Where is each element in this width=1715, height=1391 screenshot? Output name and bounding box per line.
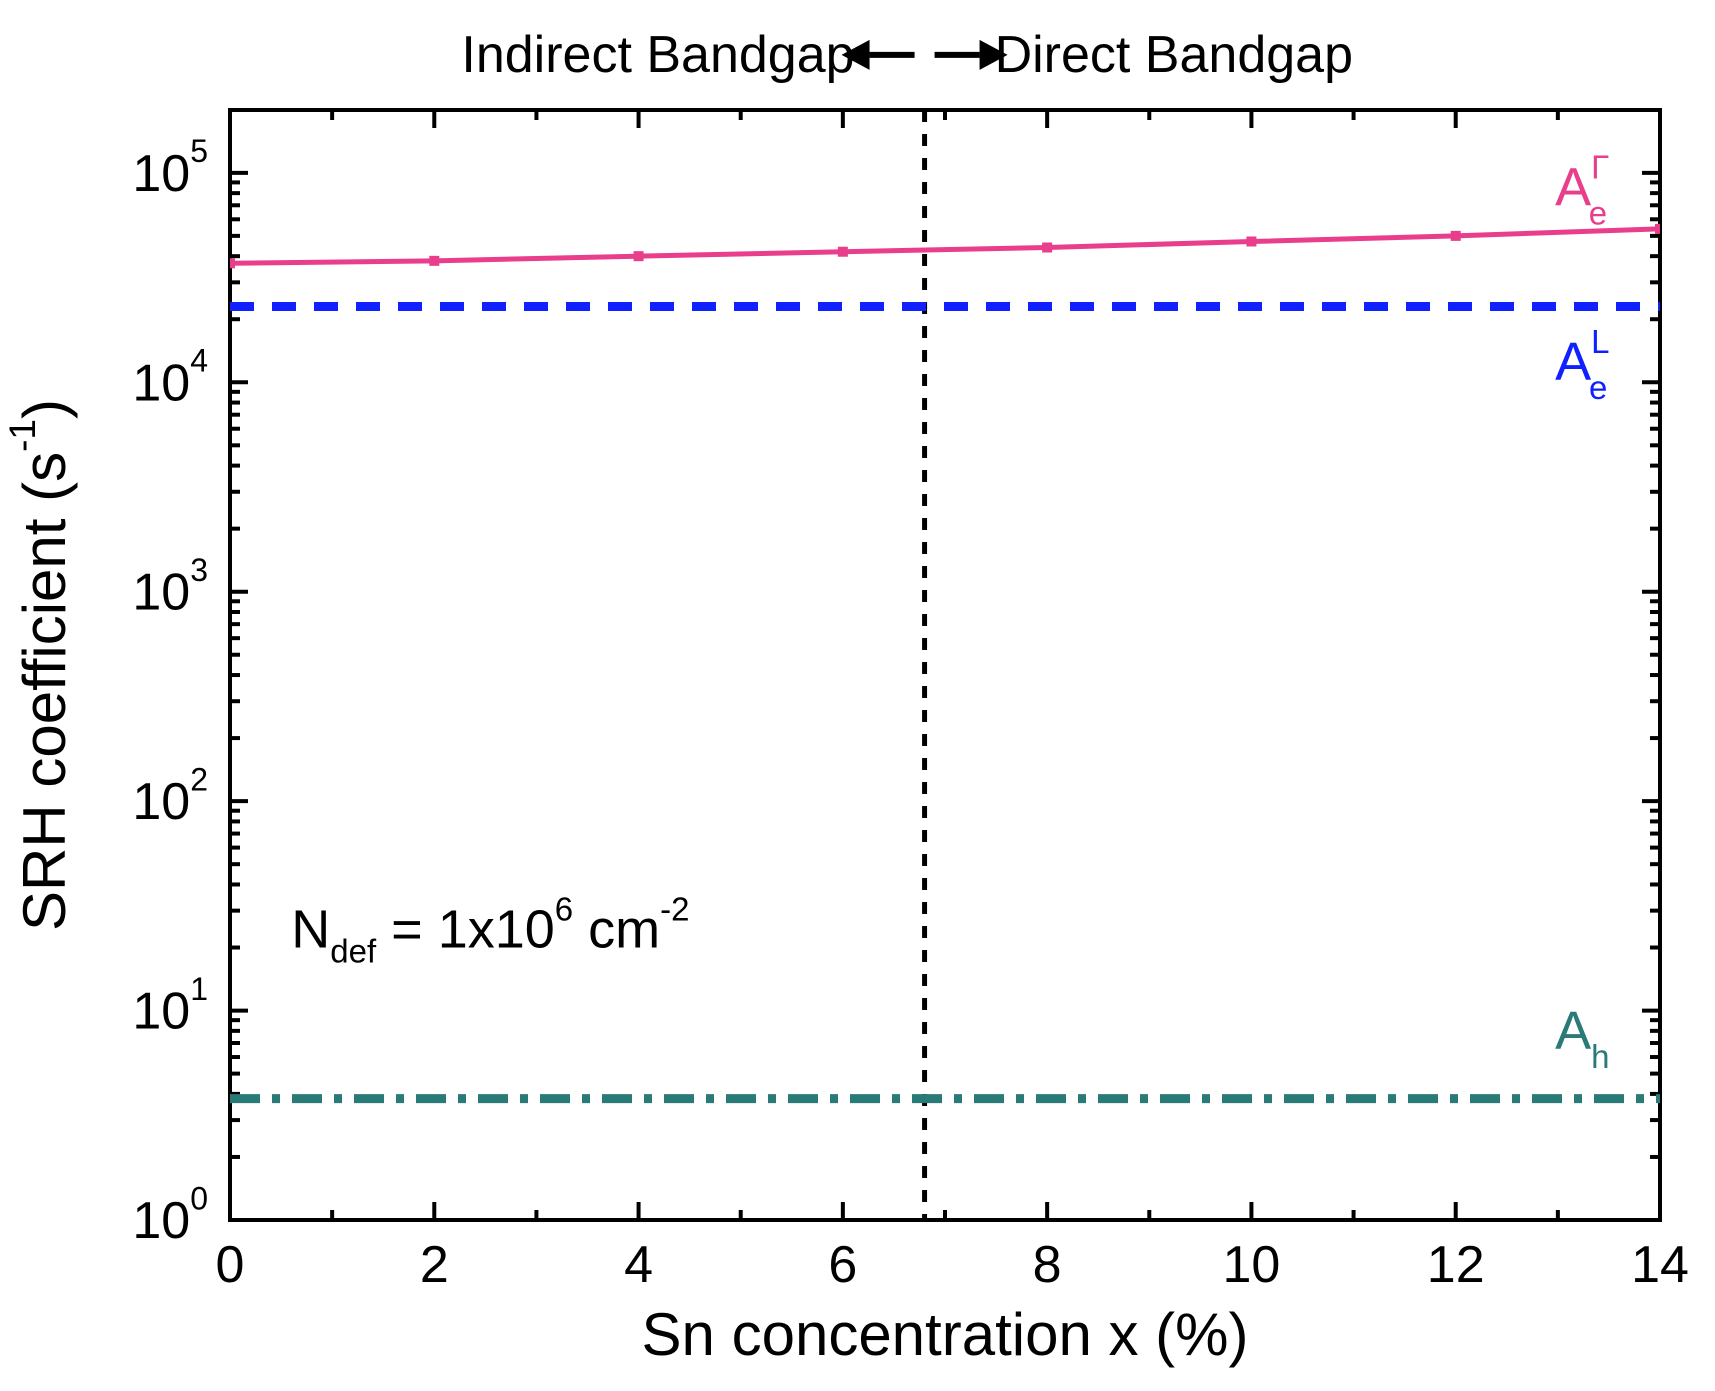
x-tick-label: 0 (216, 1236, 245, 1294)
x-tick-label: 2 (420, 1236, 449, 1294)
series-marker-Ae_Gamma (1042, 243, 1052, 253)
x-tick-label: 6 (828, 1236, 857, 1294)
x-tick-label: 14 (1631, 1236, 1689, 1294)
series-marker-Ae_Gamma (429, 256, 439, 266)
x-tick-label: 12 (1427, 1236, 1485, 1294)
srh-chart: 02468101214100101102103104105AΓeALeAhNde… (0, 0, 1715, 1391)
x-tick-label: 8 (1033, 1236, 1062, 1294)
chart-bg (0, 0, 1715, 1391)
series-marker-Ae_Gamma (634, 251, 644, 261)
x-tick-label: 4 (624, 1236, 653, 1294)
series-marker-Ae_Gamma (1246, 237, 1256, 247)
chart-container: 02468101214100101102103104105AΓeALeAhNde… (0, 0, 1715, 1391)
x-axis-label: Sn concentration x (%) (642, 1301, 1249, 1368)
top-label-direct: Direct Bandgap (995, 26, 1353, 84)
series-marker-Ae_Gamma (838, 247, 848, 257)
y-axis-label: SRH coefficient (s-1) (2, 399, 78, 931)
series-marker-Ae_Gamma (1451, 231, 1461, 241)
top-label-indirect: Indirect Bandgap (461, 26, 854, 84)
x-tick-label: 10 (1223, 1236, 1281, 1294)
